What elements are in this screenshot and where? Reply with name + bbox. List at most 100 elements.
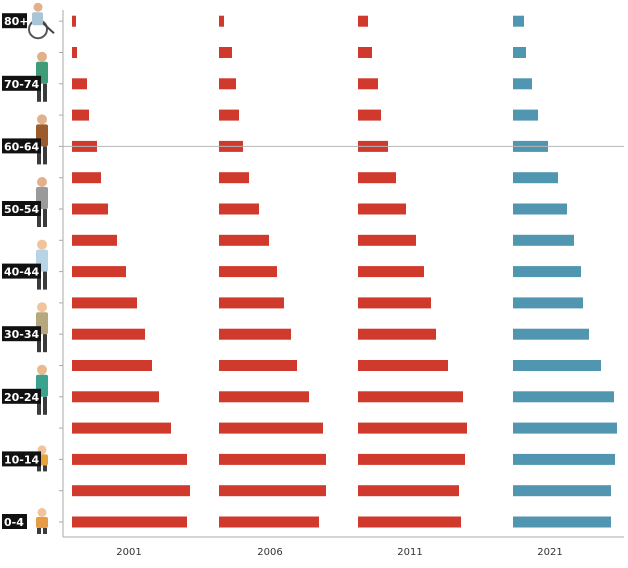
bar-2006-15-19 — [219, 422, 323, 434]
bar-2011-75-79 — [358, 47, 372, 58]
bar-2006-65-69 — [219, 109, 239, 121]
bar-2021-70-74 — [513, 78, 532, 90]
bar-2021-75-79 — [513, 47, 526, 58]
bar-2021-80+ — [513, 15, 524, 27]
bar-2006-70-74 — [219, 78, 236, 90]
bar-2006-5-9 — [219, 485, 326, 497]
bar-2011-35-39 — [358, 297, 431, 309]
bar-2001-35-39 — [72, 297, 137, 309]
bar-2006-40-44 — [219, 266, 277, 278]
bar-2001-45-49 — [72, 234, 117, 246]
bar-2021-35-39 — [513, 297, 583, 309]
bar-2011-0-4 — [358, 516, 461, 528]
bar-2001-75-79 — [72, 47, 77, 58]
bar-2006-10-14 — [219, 453, 326, 465]
baby-icon — [36, 508, 48, 534]
bar-2001-25-29 — [72, 360, 152, 371]
bar-2006-0-4 — [219, 516, 319, 528]
bar-2001-50-54 — [72, 203, 108, 215]
age-label-40-44: 40-44 — [2, 263, 41, 279]
year-label-2011: 2011 — [397, 547, 422, 558]
age-label-text: 20-24 — [4, 391, 40, 404]
age-label-box — [2, 138, 41, 154]
bar-2006-45-49 — [219, 234, 269, 246]
bar-2006-30-34 — [219, 328, 291, 340]
age-label-60-64: 60-64 — [2, 138, 41, 154]
bar-2001-40-44 — [72, 266, 126, 278]
bar-2021-25-29 — [513, 360, 601, 371]
age-label-20-24: 20-24 — [2, 388, 41, 404]
bar-2001-20-24 — [72, 391, 159, 403]
bar-2011-10-14 — [358, 453, 465, 465]
age-label-text: 60-64 — [4, 140, 40, 153]
age-label-10-14: 10-14 — [2, 451, 41, 467]
age-labels-layer: 0-4 10-14 30-34 20-24 40-44 50-54 60-64 70-74 80… — [2, 13, 41, 529]
bar-2021-45-49 — [513, 234, 574, 246]
bar-2011-25-29 — [358, 360, 448, 371]
bar-2001-5-9 — [72, 485, 190, 497]
age-label-0-4: 0-4 — [2, 514, 27, 529]
bars-layer — [72, 15, 617, 528]
age-label-50-54: 50-54 — [2, 201, 41, 216]
bar-2001-65-69 — [72, 109, 89, 121]
age-label-text: 0-4 — [4, 516, 24, 529]
year-labels-layer: 2001 2006 2011 2021 — [116, 547, 562, 558]
bar-2021-30-34 — [513, 328, 589, 340]
year-label-2021: 2021 — [537, 547, 562, 558]
bar-2001-0-4 — [72, 516, 187, 528]
bar-2021-55-59 — [513, 172, 558, 184]
age-label-text: 70-74 — [4, 78, 40, 91]
bar-2011-50-54 — [358, 203, 406, 215]
bar-2011-15-19 — [358, 422, 467, 434]
age-label-30-34: 30-34 — [2, 326, 41, 342]
age-label-box — [2, 263, 41, 279]
bar-2001-15-19 — [72, 422, 171, 434]
age-label-text: 40-44 — [4, 266, 40, 279]
bar-2011-80+ — [358, 15, 368, 27]
bar-2021-15-19 — [513, 422, 617, 434]
bar-2011-5-9 — [358, 485, 459, 497]
bar-2021-0-4 — [513, 516, 611, 528]
bar-2006-75-79 — [219, 47, 232, 58]
bar-2011-45-49 — [358, 234, 416, 246]
bar-2021-50-54 — [513, 203, 567, 215]
age-label-box — [2, 13, 27, 29]
bar-2006-50-54 — [219, 203, 259, 215]
bar-2001-30-34 — [72, 328, 145, 340]
bar-2021-40-44 — [513, 266, 581, 278]
wheelchair-elderly-icon — [28, 2, 55, 40]
bar-2006-55-59 — [219, 172, 249, 184]
bar-2011-40-44 — [358, 266, 424, 278]
bar-2011-30-34 — [358, 328, 436, 340]
age-label-box — [2, 75, 41, 91]
bar-2006-25-29 — [219, 360, 297, 371]
bar-2001-70-74 — [72, 78, 87, 90]
age-label-box — [2, 388, 41, 404]
bar-2001-10-14 — [72, 453, 187, 465]
age-label-box — [2, 201, 41, 216]
bar-2001-80+ — [72, 15, 76, 27]
age-label-box — [2, 514, 27, 529]
age-label-80+: 80+ — [2, 13, 29, 29]
axes — [59, 10, 624, 538]
bar-2001-55-59 — [72, 172, 101, 184]
bar-2021-20-24 — [513, 391, 614, 403]
bar-2021-65-69 — [513, 109, 538, 121]
age-label-text: 10-14 — [4, 453, 40, 466]
people-icons-layer — [28, 2, 55, 534]
bar-2011-55-59 — [358, 172, 396, 184]
bar-2021-10-14 — [513, 453, 615, 465]
year-label-2006: 2006 — [257, 547, 282, 558]
age-label-70-74: 70-74 — [2, 75, 41, 91]
age-label-text: 80+ — [4, 15, 29, 28]
bar-2006-80+ — [219, 15, 224, 27]
age-label-box — [2, 326, 41, 342]
bar-2021-5-9 — [513, 485, 611, 497]
bar-2006-20-24 — [219, 391, 309, 403]
bar-2011-70-74 — [358, 78, 378, 90]
bar-2011-65-69 — [358, 109, 381, 121]
age-label-text: 50-54 — [4, 203, 40, 216]
bar-2006-35-39 — [219, 297, 284, 309]
bar-2011-20-24 — [358, 391, 463, 403]
